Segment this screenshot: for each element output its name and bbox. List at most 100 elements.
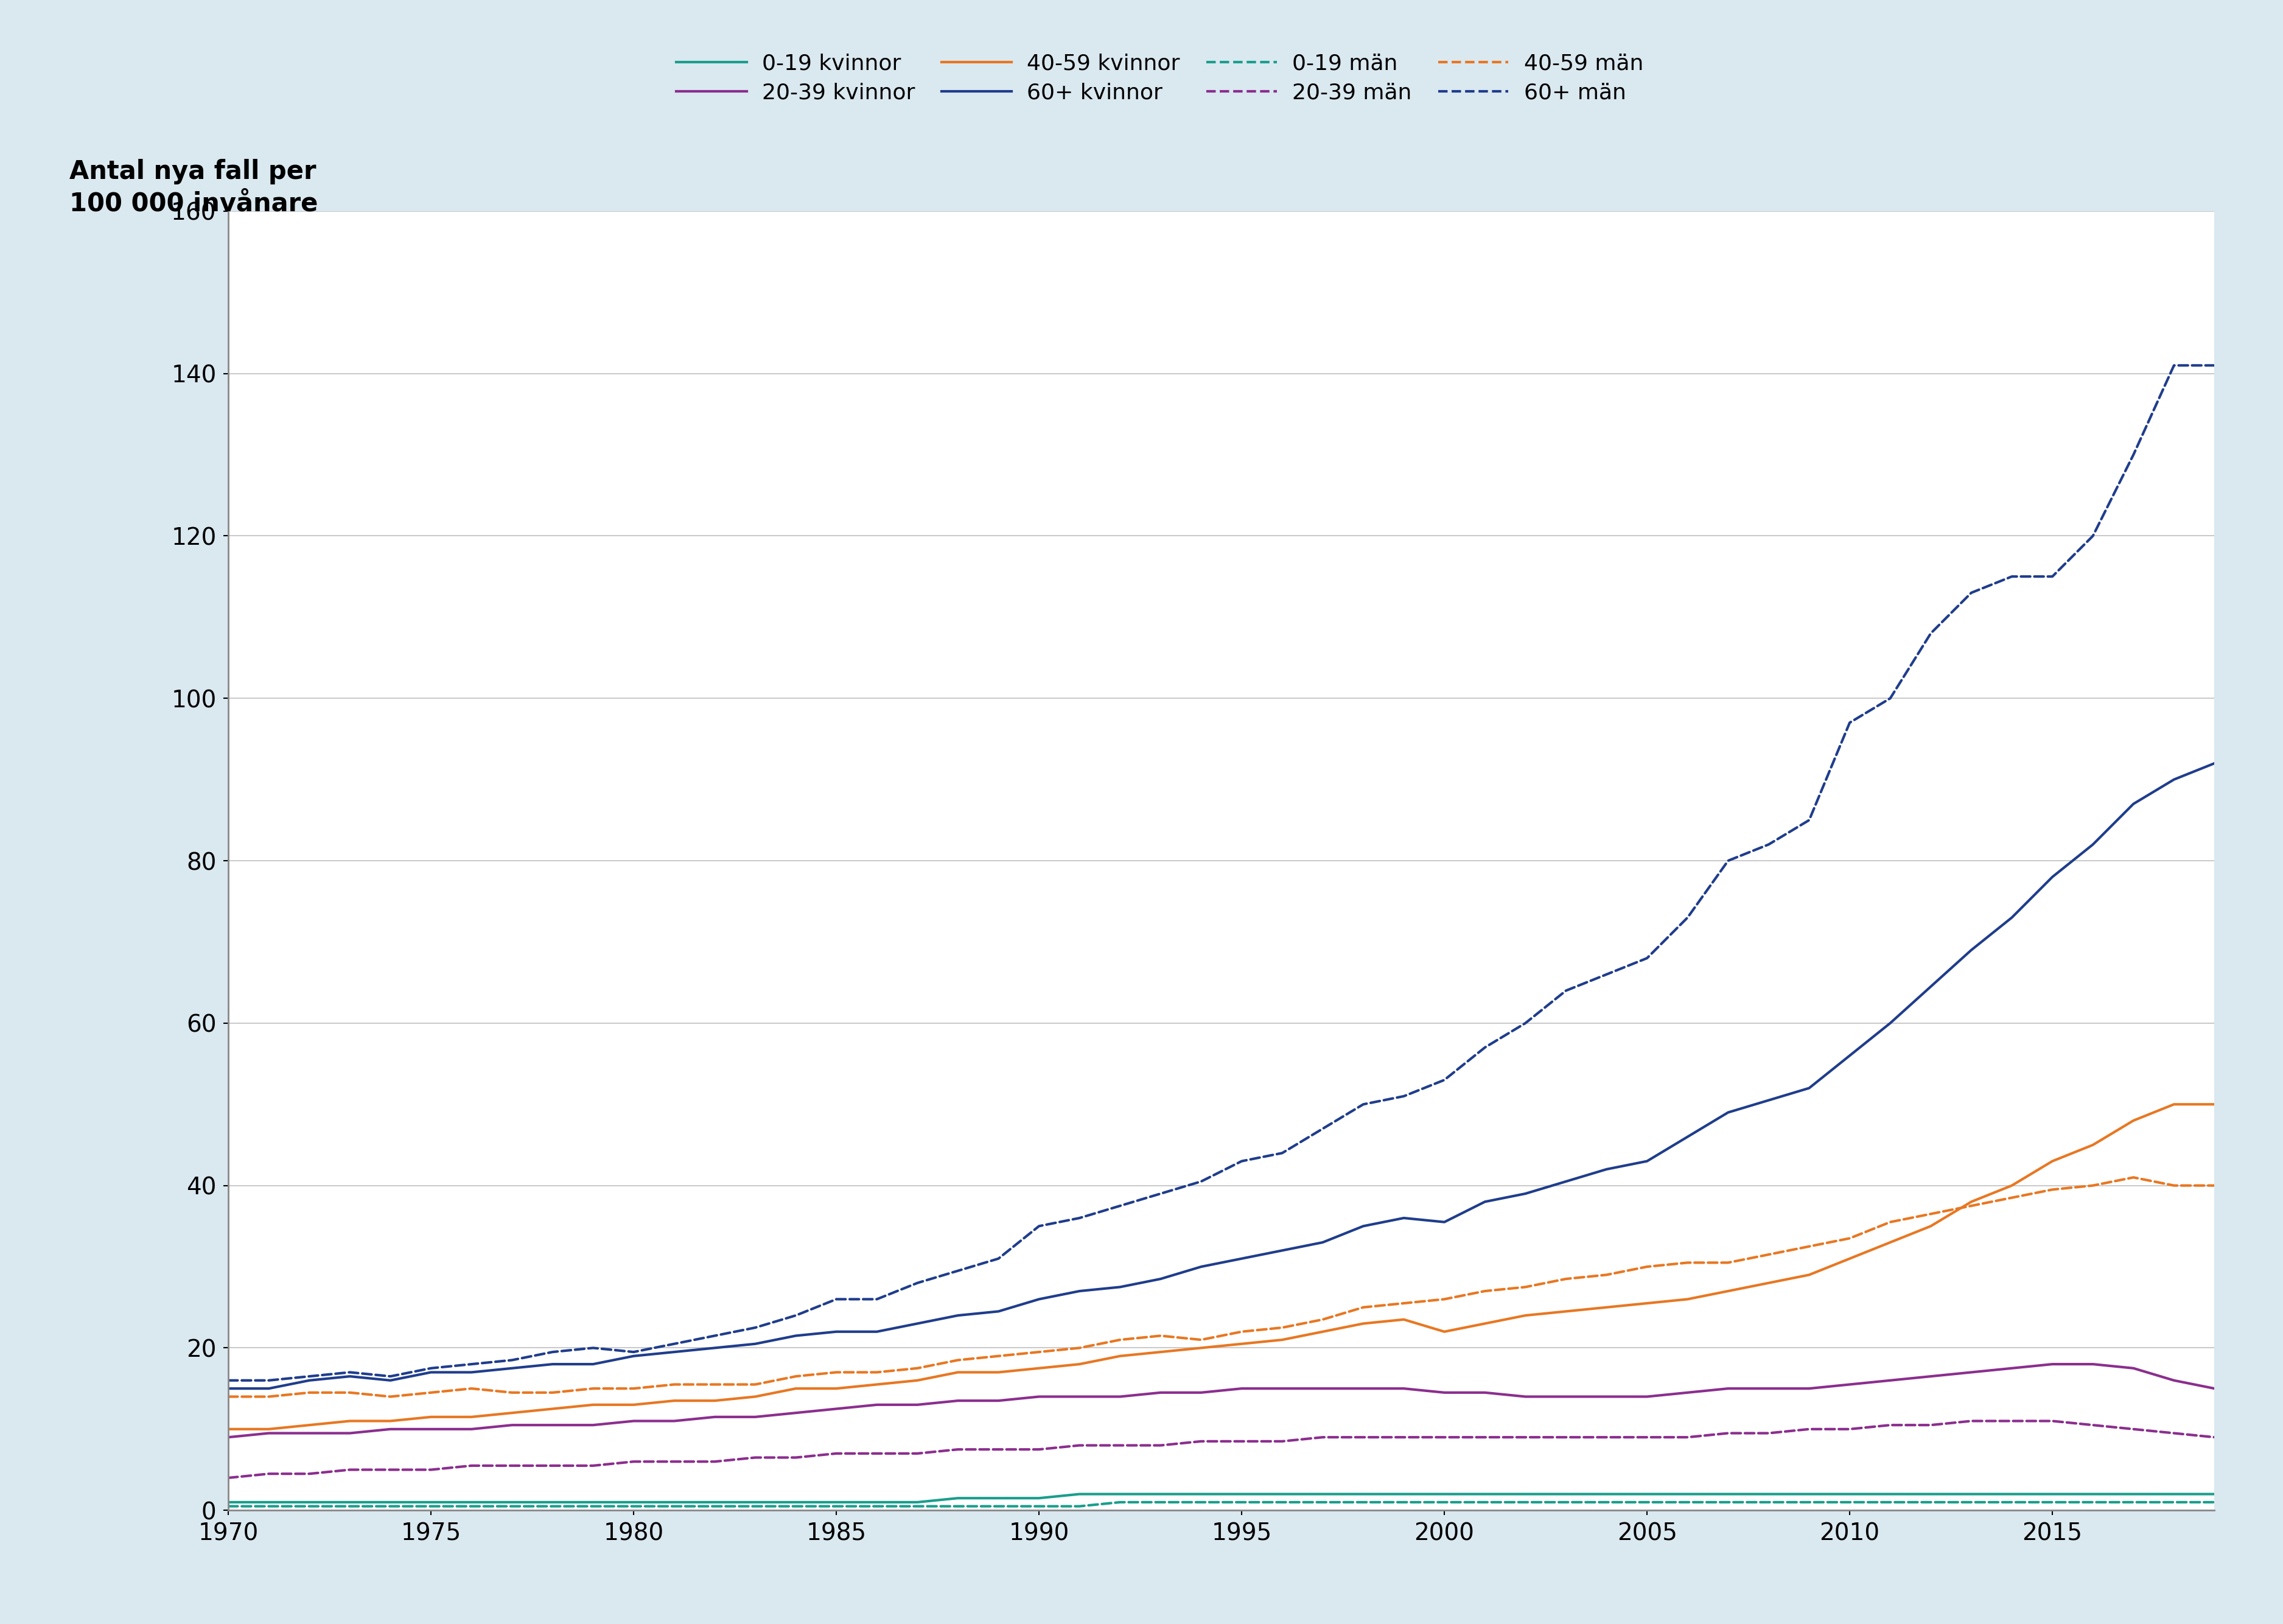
40-59 kvinnor (1511, 1306, 1539, 1325)
20-39 kvinnor (377, 1419, 404, 1439)
60+ män (2119, 445, 2146, 464)
40-59 kvinnor (1918, 1216, 1945, 1236)
60+ män (783, 1306, 810, 1325)
20-39 kvinnor (418, 1419, 445, 1439)
0-19 kvinnor (1794, 1484, 1822, 1504)
0-19 män (1632, 1492, 1660, 1512)
40-59 män (1673, 1254, 1701, 1273)
60+ kvinnor (297, 1371, 324, 1390)
60+ män (660, 1335, 687, 1354)
40-59 män (2039, 1179, 2066, 1199)
0-19 män (1836, 1492, 1863, 1512)
60+ kvinnor (498, 1358, 525, 1377)
20-39 kvinnor (1877, 1371, 1904, 1390)
60+ män (580, 1338, 607, 1358)
0-19 kvinnor (1918, 1484, 1945, 1504)
0-19 män (418, 1497, 445, 1517)
20-39 män (498, 1455, 525, 1475)
40-59 män (904, 1358, 931, 1377)
0-19 män (1957, 1492, 1984, 1512)
40-59 män (1470, 1281, 1498, 1301)
40-59 kvinnor (945, 1363, 973, 1382)
40-59 män (1308, 1309, 1336, 1328)
60+ män (1756, 835, 1783, 854)
40-59 män (621, 1379, 648, 1398)
0-19 män (904, 1497, 931, 1517)
60+ kvinnor (1957, 940, 1984, 960)
40-59 män (1794, 1237, 1822, 1257)
0-19 män (945, 1497, 973, 1517)
0-19 kvinnor (1673, 1484, 1701, 1504)
40-59 kvinnor (742, 1387, 769, 1406)
40-59 män (539, 1382, 566, 1402)
0-19 män (336, 1497, 363, 1517)
40-59 kvinnor (1756, 1273, 1783, 1293)
20-39 män (336, 1460, 363, 1479)
20-39 kvinnor (297, 1423, 324, 1444)
0-19 kvinnor (2201, 1484, 2228, 1504)
20-39 kvinnor (336, 1423, 363, 1444)
40-59 män (701, 1374, 728, 1393)
20-39 män (1390, 1427, 1418, 1447)
0-19 kvinnor (660, 1492, 687, 1512)
0-19 män (1146, 1492, 1173, 1512)
60+ kvinnor (1066, 1281, 1094, 1301)
40-59 män (1431, 1289, 1459, 1309)
60+ kvinnor (1877, 1013, 1904, 1033)
40-59 kvinnor (1632, 1293, 1660, 1312)
60+ kvinnor (1431, 1212, 1459, 1231)
60+ kvinnor (863, 1322, 890, 1341)
60+ män (1552, 981, 1580, 1000)
20-39 kvinnor (1918, 1367, 1945, 1387)
0-19 kvinnor (1146, 1484, 1173, 1504)
60+ kvinnor (256, 1379, 283, 1398)
0-19 kvinnor (580, 1492, 607, 1512)
0-19 kvinnor (904, 1492, 931, 1512)
40-59 män (1632, 1257, 1660, 1276)
40-59 kvinnor (1957, 1192, 1984, 1212)
60+ män (1998, 567, 2025, 586)
40-59 män (580, 1379, 607, 1398)
Line: 60+ kvinnor: 60+ kvinnor (228, 763, 2215, 1389)
60+ män (1715, 851, 1742, 870)
40-59 kvinnor (2160, 1095, 2187, 1114)
0-19 män (1470, 1492, 1498, 1512)
40-59 män (1756, 1244, 1783, 1263)
0-19 kvinnor (1308, 1484, 1336, 1504)
Line: 40-59 kvinnor: 40-59 kvinnor (228, 1104, 2215, 1429)
20-39 kvinnor (621, 1411, 648, 1431)
40-59 kvinnor (2039, 1151, 2066, 1171)
20-39 kvinnor (1431, 1382, 1459, 1402)
60+ kvinnor (1228, 1249, 1256, 1268)
40-59 män (1877, 1212, 1904, 1231)
20-39 män (2160, 1423, 2187, 1444)
40-59 kvinnor (1066, 1354, 1094, 1374)
40-59 män (2080, 1176, 2107, 1195)
0-19 män (2201, 1492, 2228, 1512)
20-39 kvinnor (1025, 1387, 1052, 1406)
40-59 kvinnor (459, 1406, 486, 1426)
0-19 män (1107, 1492, 1135, 1512)
0-19 män (2160, 1492, 2187, 1512)
40-59 män (1594, 1265, 1621, 1285)
0-19 män (742, 1497, 769, 1517)
20-39 kvinnor (1470, 1382, 1498, 1402)
0-19 kvinnor (1228, 1484, 1256, 1504)
20-39 kvinnor (459, 1419, 486, 1439)
0-19 män (498, 1497, 525, 1517)
40-59 kvinnor (256, 1419, 283, 1439)
0-19 kvinnor (1511, 1484, 1539, 1504)
0-19 män (1349, 1492, 1377, 1512)
0-19 kvinnor (377, 1492, 404, 1512)
20-39 män (984, 1439, 1011, 1458)
20-39 män (539, 1455, 566, 1475)
0-19 kvinnor (701, 1492, 728, 1512)
0-19 män (1228, 1492, 1256, 1512)
60+ kvinnor (822, 1322, 849, 1341)
0-19 män (783, 1497, 810, 1517)
40-59 kvinnor (822, 1379, 849, 1398)
20-39 män (742, 1449, 769, 1468)
0-19 män (2119, 1492, 2146, 1512)
20-39 män (297, 1465, 324, 1484)
20-39 kvinnor (1632, 1387, 1660, 1406)
